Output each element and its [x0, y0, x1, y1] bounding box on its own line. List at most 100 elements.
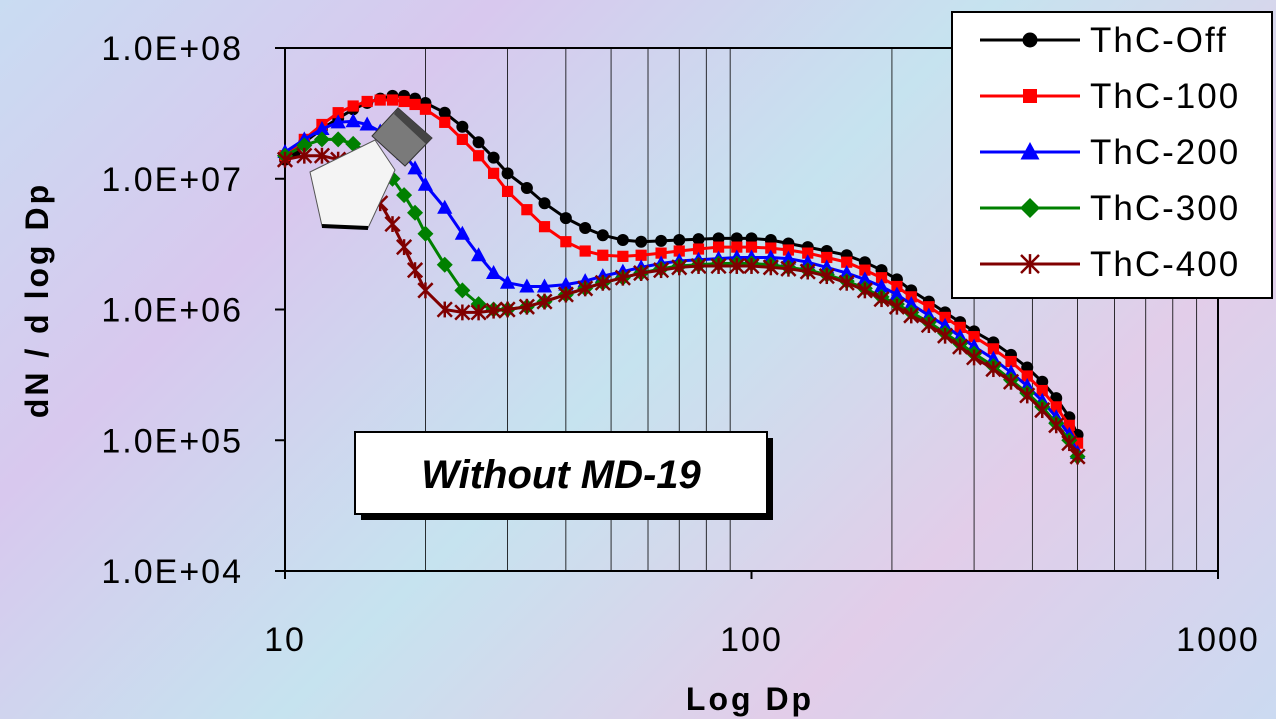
data-point — [438, 106, 451, 119]
y-tick-label: 1.0E+07 — [101, 161, 243, 199]
data-point — [952, 338, 969, 355]
legend-label: ThC-100 — [1090, 77, 1240, 116]
data-point — [743, 257, 760, 275]
data-point — [923, 301, 935, 313]
data-point — [1061, 435, 1078, 452]
legend-item: ThC-100 — [980, 77, 1240, 116]
data-point — [374, 94, 386, 106]
data-point — [857, 271, 873, 286]
data-point — [577, 280, 594, 297]
x-tick-label: 100 — [720, 621, 783, 659]
data-point — [407, 204, 424, 221]
data-point — [345, 135, 362, 152]
data-point — [579, 222, 592, 235]
legend-label: ThC-200 — [1090, 133, 1240, 172]
data-point — [345, 113, 361, 128]
trend-arrow-icon — [309, 107, 433, 230]
data-point — [745, 232, 758, 245]
data-point — [521, 204, 533, 216]
data-point — [456, 133, 468, 145]
annotation-box: Without MD-19 — [354, 431, 773, 520]
data-point — [937, 327, 954, 344]
data-point — [396, 239, 413, 256]
data-point — [1069, 448, 1086, 465]
data-point — [712, 232, 725, 245]
data-point — [384, 216, 401, 233]
data-point — [518, 298, 535, 315]
data-point — [501, 185, 514, 198]
data-point — [635, 249, 647, 261]
data-point — [920, 316, 937, 334]
x-axis-ticks: 10 100 1000 — [264, 571, 1260, 659]
legend-item: ThC-300 — [980, 189, 1240, 228]
data-point — [296, 137, 313, 154]
data-point — [409, 98, 421, 111]
legend-item: ThC-200 — [980, 133, 1240, 172]
data-point — [780, 250, 797, 265]
data-point — [839, 265, 855, 280]
data-point — [856, 282, 873, 299]
data-point — [888, 298, 906, 315]
data-point — [419, 103, 432, 115]
data-point — [655, 247, 667, 259]
data-point — [472, 150, 485, 162]
data-point — [519, 278, 535, 293]
data-point — [406, 262, 424, 279]
data-point — [745, 241, 758, 253]
data-point — [937, 317, 953, 332]
annotation-text: Without MD-19 — [421, 453, 701, 497]
y-tick-label: 1.0E+05 — [101, 422, 243, 460]
data-point — [873, 278, 890, 293]
data-point — [437, 199, 453, 214]
data-point — [635, 235, 648, 248]
data-point — [965, 349, 983, 366]
data-point — [454, 304, 471, 321]
data-point — [499, 301, 516, 318]
data-point — [1048, 417, 1065, 434]
data-point — [560, 236, 572, 248]
data-point — [1021, 370, 1033, 382]
data-point — [987, 343, 999, 355]
data-point — [407, 160, 423, 175]
data-point — [1036, 384, 1048, 397]
data-point — [671, 259, 688, 276]
data-point — [359, 116, 375, 131]
legend-label: ThC-300 — [1090, 189, 1240, 228]
data-point — [436, 256, 453, 273]
data-point — [800, 254, 816, 269]
data-point — [439, 116, 451, 128]
data-point — [1020, 198, 1040, 218]
data-point — [1023, 89, 1037, 103]
data-point — [712, 241, 725, 253]
data-point — [538, 221, 551, 233]
data-point — [939, 311, 951, 324]
data-point — [614, 269, 631, 286]
data-point — [819, 259, 835, 274]
x-axis-title: Log Dp — [686, 681, 814, 717]
data-point — [361, 95, 373, 108]
data-point — [313, 131, 330, 148]
data-point — [1019, 387, 1036, 404]
data-point — [501, 167, 514, 180]
data-point — [436, 301, 453, 318]
legend-label: ThC-400 — [1090, 245, 1240, 284]
y-axis-ticks: 1.0E+04 1.0E+05 1.0E+06 1.0E+07 1.0E+08 — [101, 30, 285, 591]
data-point — [692, 243, 705, 255]
data-point — [1022, 32, 1038, 48]
x-tick-label: 1000 — [1176, 621, 1260, 659]
data-point — [673, 245, 685, 257]
data-point — [1002, 373, 1020, 390]
data-point — [487, 167, 500, 179]
data-point — [313, 147, 331, 164]
data-point — [968, 331, 980, 343]
data-point — [314, 121, 330, 136]
data-point — [485, 302, 502, 319]
data-point — [891, 280, 903, 293]
data-point — [673, 234, 686, 247]
data-point — [487, 151, 500, 164]
data-point — [617, 250, 629, 262]
data-point — [330, 131, 347, 148]
data-point — [616, 234, 629, 247]
data-point — [470, 304, 487, 321]
data-point — [499, 274, 516, 289]
